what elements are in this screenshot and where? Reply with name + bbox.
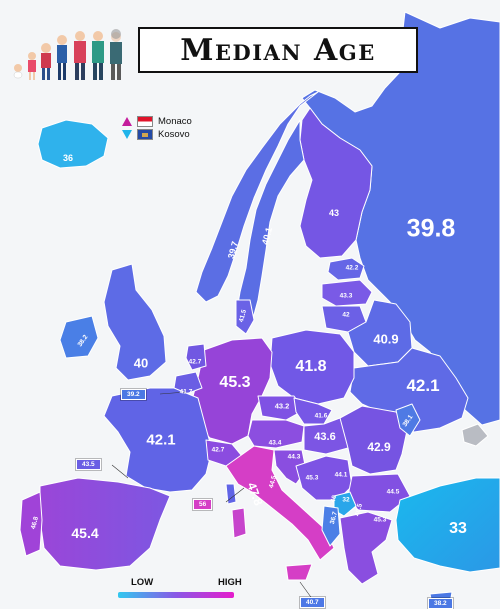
color-scale-bar bbox=[118, 592, 234, 598]
norway-region bbox=[195, 91, 319, 303]
sicily-region bbox=[285, 563, 313, 581]
portugal-region bbox=[19, 491, 43, 557]
france-region bbox=[103, 387, 213, 493]
region-label-finland: 43 bbox=[328, 208, 340, 218]
region-label-estonia: 42.2 bbox=[345, 264, 359, 272]
poland-region bbox=[269, 329, 355, 405]
region-label-hungary: 43.6 bbox=[314, 431, 336, 443]
region-label-uk: 40 bbox=[133, 355, 149, 371]
sardinia-region bbox=[231, 507, 247, 539]
region-label-france: 42.1 bbox=[146, 431, 176, 449]
down-triangle-icon bbox=[122, 130, 132, 139]
region-label-luxembourg: 39.2 bbox=[121, 389, 146, 400]
region-label-spain: 45.4 bbox=[71, 525, 99, 541]
region-label-russia: 39.8 bbox=[406, 214, 456, 243]
region-label-ukraine: 42.1 bbox=[406, 376, 440, 395]
latvia-region bbox=[321, 279, 373, 307]
iceland-region bbox=[37, 119, 109, 169]
kosovo-flag-icon bbox=[137, 129, 153, 140]
region-label-cyprus: 38.2 bbox=[428, 598, 453, 609]
region-label-lithuania: 42 bbox=[342, 311, 350, 319]
spain-region bbox=[39, 477, 171, 571]
region-label-turkey: 33 bbox=[449, 520, 467, 537]
region-label-latvia: 43.3 bbox=[339, 292, 353, 300]
estonia-region bbox=[327, 257, 365, 281]
czechia-region bbox=[257, 395, 305, 421]
region-label-poland: 41.8 bbox=[295, 358, 327, 375]
region-label-slovakia: 41.6 bbox=[314, 412, 328, 420]
ireland-region bbox=[59, 315, 99, 359]
title-box: Median Age bbox=[138, 27, 418, 73]
denmark-region bbox=[235, 299, 255, 335]
region-label-serbia: 44.1 bbox=[334, 471, 348, 479]
uk-region bbox=[103, 263, 167, 381]
region-label-romania: 42.9 bbox=[367, 440, 391, 454]
belarus-region bbox=[347, 299, 413, 367]
region-label-belarus: 40.9 bbox=[373, 331, 399, 347]
region-label-greece: 45.3 bbox=[373, 516, 387, 524]
region-label-austria: 43.4 bbox=[268, 439, 282, 447]
scale-high-label: HIGH bbox=[218, 577, 242, 588]
belgium-region bbox=[173, 371, 203, 395]
family-people-icon bbox=[13, 29, 122, 80]
region-label-czechia: 43.2 bbox=[274, 401, 290, 411]
legend-item-monaco: Monaco bbox=[122, 116, 192, 127]
region-label-iceland: 36 bbox=[62, 153, 74, 163]
region-label-andorra: 43.5 bbox=[76, 459, 101, 470]
region-label-croatia: 44.3 bbox=[287, 453, 301, 461]
croatia-region bbox=[273, 449, 307, 485]
region-label-switzerland: 42.7 bbox=[211, 446, 225, 454]
scale-low-label: LOW bbox=[131, 577, 154, 588]
region-label-malta: 40.7 bbox=[300, 597, 325, 608]
region-label-bulgaria: 44.5 bbox=[386, 488, 400, 496]
region-label-netherlands: 42.7 bbox=[188, 358, 202, 366]
monaco-flag-icon bbox=[137, 116, 153, 127]
netherlands-region bbox=[185, 343, 207, 371]
moldova-region bbox=[395, 403, 421, 437]
region-label-belgium: 41.7 bbox=[179, 388, 193, 396]
turkey-region bbox=[395, 477, 500, 573]
region-label-germany: 45.3 bbox=[219, 374, 251, 391]
legend-label: Monaco bbox=[158, 116, 192, 127]
greece-region bbox=[339, 511, 393, 585]
region-label-san-marino: 56 bbox=[193, 499, 213, 510]
region-label-bosnia: 45.3 bbox=[305, 474, 319, 482]
corsica-region bbox=[225, 483, 237, 505]
legend-item-kosovo: Kosovo bbox=[122, 129, 190, 140]
page-title: Median Age bbox=[180, 32, 376, 68]
crimea-region bbox=[461, 423, 489, 447]
region-label-kosovo: 32 bbox=[342, 496, 350, 504]
albania-region bbox=[321, 505, 341, 547]
italy-region bbox=[225, 445, 335, 561]
up-triangle-icon bbox=[122, 117, 132, 126]
legend-label: Kosovo bbox=[158, 129, 190, 140]
romania-region bbox=[339, 405, 409, 475]
